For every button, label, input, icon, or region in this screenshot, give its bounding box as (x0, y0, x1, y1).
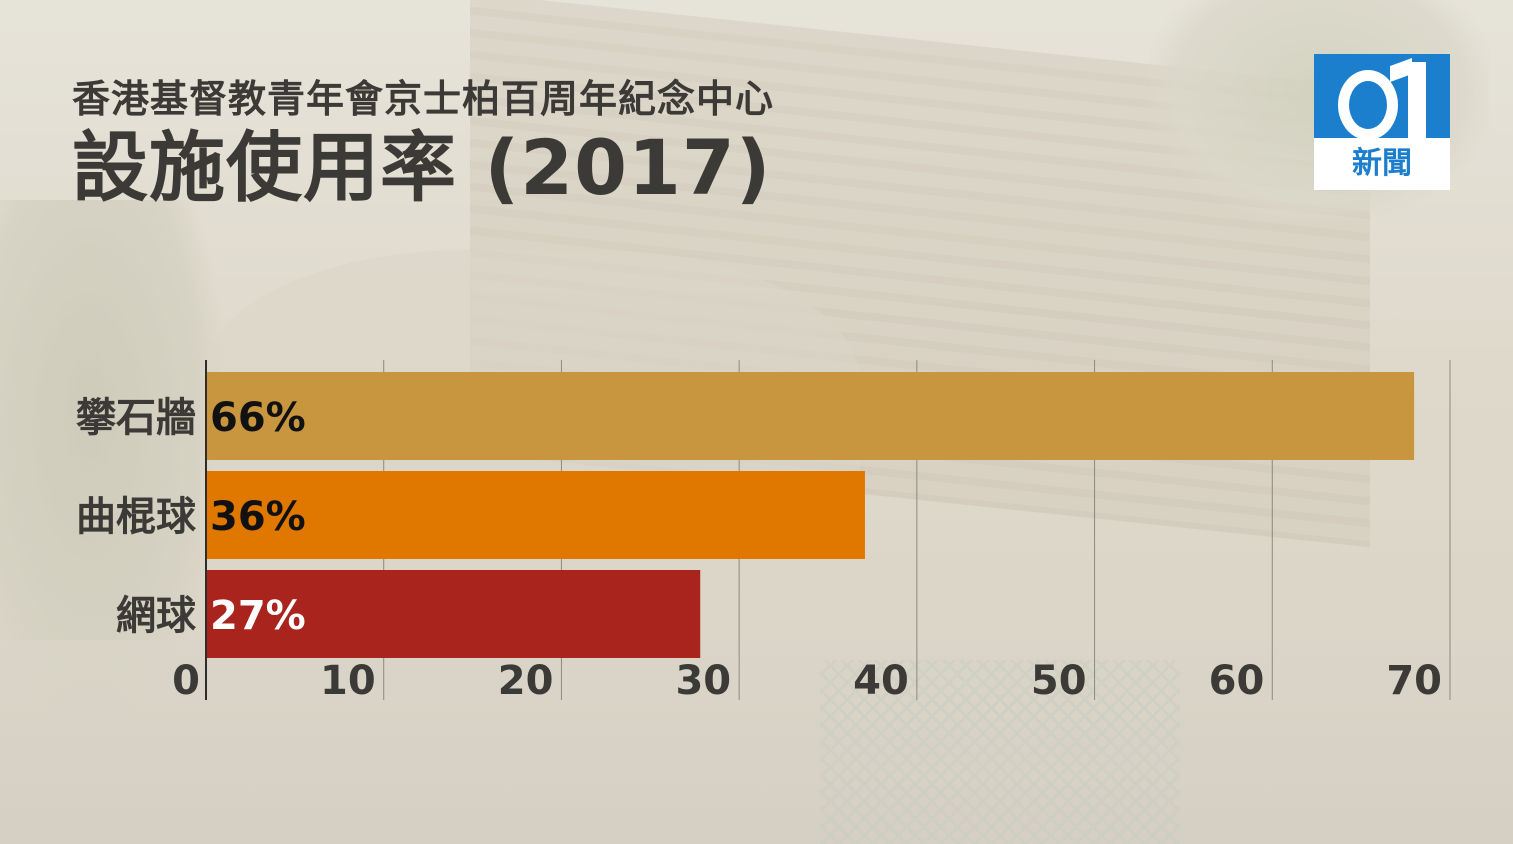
data-label: 27% (210, 593, 306, 639)
category-label: 曲棍球 (76, 494, 197, 540)
x-tick-label: 50 (1031, 658, 1087, 704)
x-tick-label: 70 (1386, 658, 1442, 704)
hk01-news-logo: 新聞 (1314, 54, 1450, 190)
data-label: 66% (210, 395, 306, 441)
chart-subtitle: 香港基督教青年會京士柏百周年紀念中心 (72, 77, 775, 121)
category-label: 攀石牆 (76, 395, 196, 441)
chart-title: 設施使用率 (2017) (72, 123, 772, 212)
bar (206, 570, 701, 658)
data-label: 36% (210, 494, 306, 540)
bar (206, 372, 1415, 460)
x-tick-label: 30 (675, 658, 731, 704)
x-tick-label: 20 (498, 658, 554, 704)
bar (206, 471, 865, 559)
x-tick-label: 40 (853, 658, 909, 704)
x-tick-label: 60 (1209, 658, 1265, 704)
x-tick-label: 10 (320, 658, 376, 704)
x-tick-label: 0 (172, 658, 200, 704)
category-label: 網球 (116, 593, 197, 639)
logo-word: 新聞 (1352, 146, 1412, 181)
